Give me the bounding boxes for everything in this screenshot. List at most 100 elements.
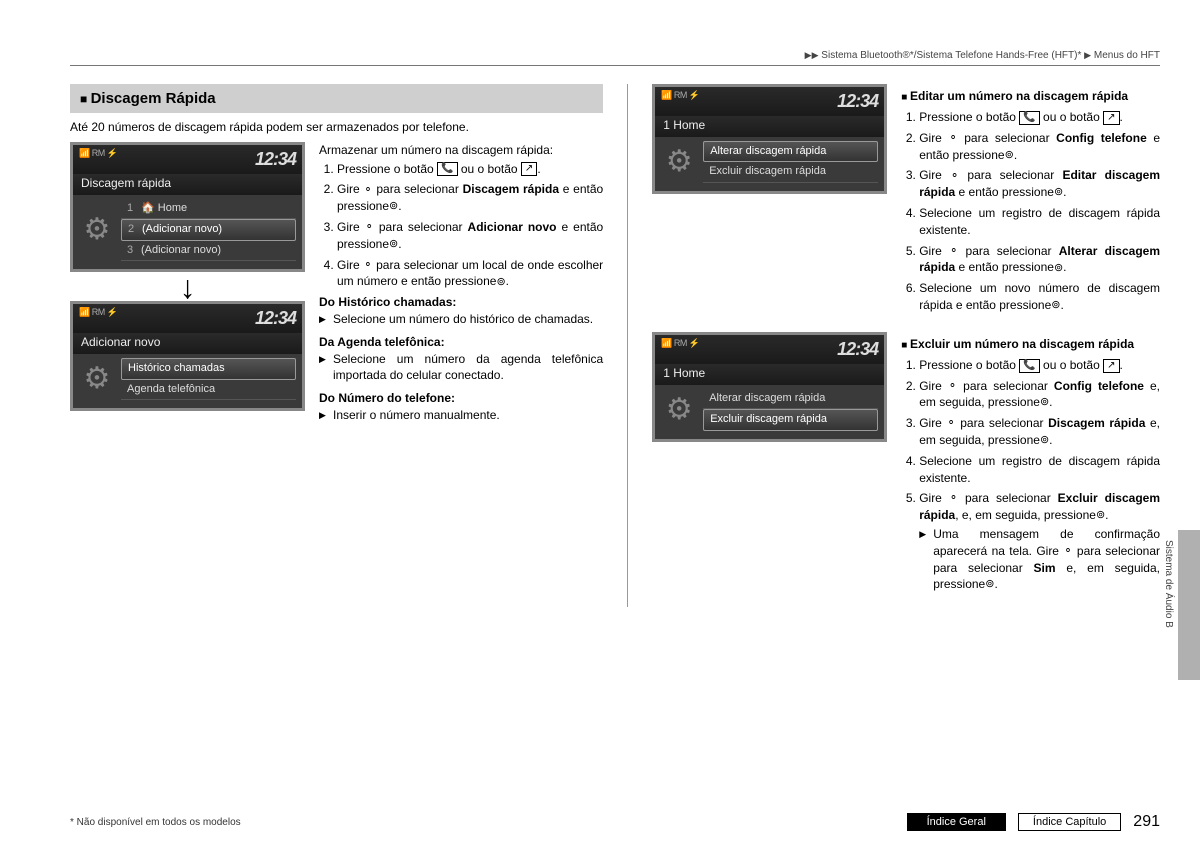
list-item: Histórico chamadas	[121, 358, 296, 379]
bullet-agenda: Selecione um número da agenda telefônica…	[319, 351, 603, 385]
push-icon: ⊚	[389, 199, 398, 214]
sub-heading-numero: Do Número do telefone:	[319, 390, 603, 407]
status-icons: 📶 RM ⚡	[79, 147, 117, 160]
step: Selecione um registro de discagem rápida…	[919, 205, 1160, 239]
phone-button-icon: 📞	[1019, 359, 1039, 373]
list-item: 1🏠 Home	[121, 199, 296, 219]
breadcrumb-part1: Sistema Bluetooth®*/Sistema Telefone Han…	[821, 50, 1081, 61]
side-chapter-label: Sistema de Áudio B	[1163, 540, 1174, 628]
bullet-numero: Inserir o número manualmente.	[319, 407, 603, 424]
store-intro: Armazenar um número na discagem rápida:	[319, 142, 603, 159]
side-tab	[1178, 530, 1200, 680]
list-item: 2(Adicionar novo)	[121, 219, 296, 240]
list-item: Agenda telefônica	[121, 380, 296, 400]
dial-icon: ⚬	[949, 491, 958, 506]
dial-icon: ⚬	[950, 169, 959, 184]
breadcrumb: ▶▶ Sistema Bluetooth®*/Sistema Telefone …	[70, 50, 1160, 66]
section-header: Discagem Rápida	[70, 84, 603, 113]
breadcrumb-part2: Menus do HFT	[1094, 50, 1160, 61]
clock: 12:34	[837, 337, 878, 362]
screen-adicionar-novo: 📶 RM ⚡ 12:34 Adicionar novo ⚙ Histórico …	[70, 301, 305, 411]
dial-icon: ⚬	[948, 379, 957, 394]
push-icon: ⊚	[389, 237, 398, 252]
phone-button-icon: 📞	[1019, 111, 1039, 125]
push-icon: ⊚	[1096, 508, 1105, 523]
screen-title: Adicionar novo	[73, 333, 302, 354]
steps-store: Pressione o botão 📞 ou o botão ↗. Gire ⚬…	[319, 161, 603, 291]
step: Gire ⚬ para selecionar Excluir discagem …	[919, 490, 1160, 593]
status-icons: 📶 RM ⚡	[79, 306, 117, 319]
status-icons: 📶 RM ⚡	[661, 337, 699, 350]
sub-heading-agenda: Da Agenda telefônica:	[319, 334, 603, 351]
dial-icon: ⚬	[946, 416, 955, 431]
gear-icon: ⚙	[79, 361, 115, 397]
bullet-historico: Selecione um número do histórico de cham…	[319, 311, 603, 328]
dial-icon: ⚬	[1063, 544, 1072, 559]
indice-capitulo-button[interactable]: Índice Capítulo	[1018, 813, 1121, 831]
confirm-note: Uma mensagem de confirmação aparecerá na…	[919, 526, 1160, 593]
push-icon: ⊚	[1040, 433, 1049, 448]
list-item: Alterar discagem rápida	[703, 389, 878, 409]
push-icon: ⊚	[1054, 261, 1063, 276]
column-left: Discagem Rápida Até 20 números de discag…	[70, 84, 603, 607]
clock: 12:34	[837, 89, 878, 114]
dial-icon: ⚬	[949, 244, 958, 259]
hangup-button-icon: ↗	[1103, 359, 1119, 373]
dial-icon: ⚬	[363, 258, 372, 273]
clock: 12:34	[255, 147, 296, 172]
screen-excluir: 📶 RM ⚡ 12:34 1 Home ⚙ Alterar discagem r…	[652, 332, 887, 442]
dial-icon: ⚬	[365, 220, 374, 235]
screen-discagem-rapida: 📶 RM ⚡ 12:34 Discagem rápida ⚙ 1🏠 Home 2…	[70, 142, 305, 272]
footnote: * Não disponível em todos os modelos	[70, 817, 241, 828]
page-footer: * Não disponível em todos os modelos Índ…	[70, 813, 1160, 831]
step: Selecione um registro de discagem rápida…	[919, 453, 1160, 487]
hangup-button-icon: ↗	[521, 162, 537, 176]
content-columns: Discagem Rápida Até 20 números de discag…	[70, 84, 1160, 607]
list-item: Excluir discagem rápida	[703, 409, 878, 430]
sub-heading-historico: Do Do Histórico chamadas:Histórico chama…	[319, 294, 603, 311]
step: Gire ⚬ para selecionar Config telefone e…	[919, 378, 1160, 412]
hangup-button-icon: ↗	[1103, 111, 1119, 125]
push-icon: ⊚	[1040, 395, 1049, 410]
step: Gire ⚬ para selecionar Config telefone e…	[919, 130, 1160, 164]
arrow-down-icon: ↓	[70, 278, 305, 297]
screen-title: 1 Home	[655, 364, 884, 385]
page-number: 291	[1133, 813, 1160, 831]
step: Gire ⚬ para selecionar Editar discagem r…	[919, 167, 1160, 201]
steps-excluir: Pressione o botão 📞 ou o botão ↗. Gire ⚬…	[901, 357, 1160, 593]
step: Gire ⚬ para selecionar Alterar discagem …	[919, 243, 1160, 277]
push-icon: ⊚	[1051, 298, 1060, 313]
gear-icon: ⚙	[661, 392, 697, 428]
step: Pressione o botão 📞 ou o botão ↗.	[919, 357, 1160, 374]
status-icons: 📶 RM ⚡	[661, 89, 699, 102]
list-item: Alterar discagem rápida	[703, 141, 878, 162]
heading-editar: Editar um número na discagem rápida	[901, 88, 1160, 105]
push-icon: ⊚	[496, 275, 505, 290]
gear-icon: ⚙	[661, 144, 697, 180]
intro-text: Até 20 números de discagem rápida podem …	[70, 119, 603, 136]
step: Pressione o botão 📞 ou o botão ↗.	[919, 109, 1160, 126]
step: Gire ⚬ para selecionar Discagem rápida e…	[337, 181, 603, 215]
push-icon: ⊚	[1005, 148, 1014, 163]
phone-button-icon: 📞	[437, 162, 457, 176]
gear-icon: ⚙	[79, 212, 115, 248]
heading-excluir: Excluir um número na discagem rápida	[901, 336, 1160, 353]
column-right: 📶 RM ⚡ 12:34 1 Home ⚙ Alterar discagem r…	[652, 84, 1160, 607]
step: Pressione o botão 📞 ou o botão ↗.	[337, 161, 603, 178]
column-divider	[627, 84, 628, 607]
step: Gire ⚬ para selecionar um local de onde …	[337, 257, 603, 291]
dial-icon: ⚬	[363, 183, 372, 198]
step: Gire ⚬ para selecionar Adicionar novo e …	[337, 219, 603, 253]
page-content: ▶▶ Sistema Bluetooth®*/Sistema Telefone …	[70, 50, 1160, 825]
dial-icon: ⚬	[948, 131, 957, 146]
indice-geral-button[interactable]: Índice Geral	[907, 813, 1006, 831]
screen-title: 1 Home	[655, 116, 884, 137]
list-item: 3(Adicionar novo)	[121, 241, 296, 261]
screen-title: Discagem rápida	[73, 174, 302, 195]
push-icon: ⊚	[1054, 185, 1063, 200]
steps-editar: Pressione o botão 📞 ou o botão ↗. Gire ⚬…	[901, 109, 1160, 314]
step: Selecione um novo número de discagem ráp…	[919, 280, 1160, 314]
screen-alterar: 📶 RM ⚡ 12:34 1 Home ⚙ Alterar discagem r…	[652, 84, 887, 194]
clock: 12:34	[255, 306, 296, 331]
step: Gire ⚬ para selecionar Discagem rápida e…	[919, 415, 1160, 449]
